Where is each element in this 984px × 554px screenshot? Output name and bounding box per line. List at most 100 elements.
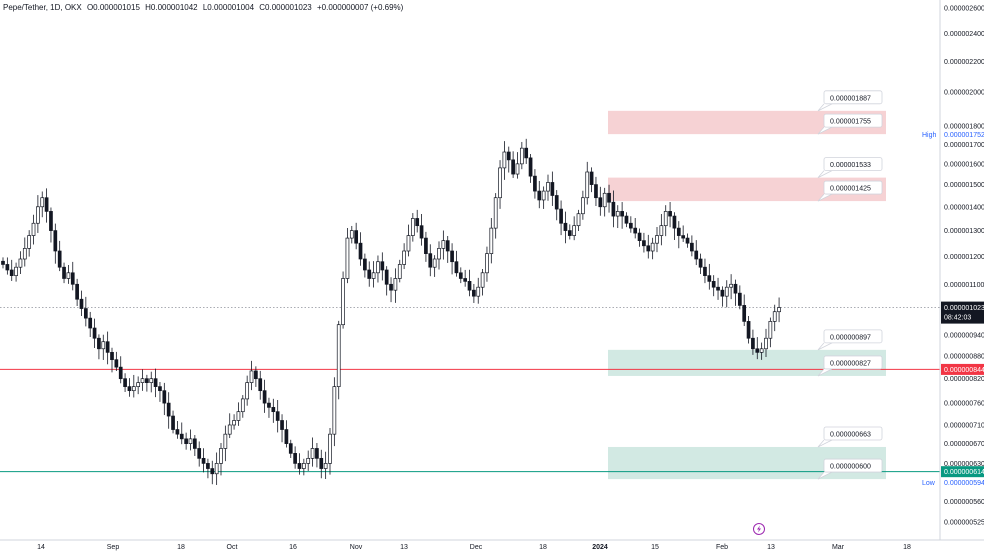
candle-body — [149, 378, 154, 383]
candle — [777, 297, 781, 323]
candle — [232, 414, 236, 430]
candle — [245, 375, 250, 406]
price-tick-label: 0.000000710 — [944, 422, 984, 429]
extreme-value: 0.000001752 — [944, 132, 984, 139]
candle-body — [101, 341, 106, 350]
candle-body — [659, 225, 664, 236]
candle-body — [123, 378, 127, 387]
candle-body — [254, 370, 258, 380]
candle — [550, 171, 555, 206]
candle-body — [284, 429, 289, 444]
candle-body — [75, 283, 79, 300]
candle — [384, 266, 389, 296]
candle-body — [18, 258, 23, 268]
candle — [36, 195, 40, 233]
candle — [153, 368, 158, 398]
candle — [210, 460, 215, 485]
candle — [354, 222, 359, 250]
candle — [541, 186, 546, 209]
candle — [554, 190, 559, 221]
candle — [175, 420, 180, 439]
candle-body — [92, 327, 97, 339]
price-tick-label: 0.000002600 — [944, 5, 984, 12]
candle — [271, 398, 276, 423]
candle-body — [371, 272, 376, 279]
candle — [533, 169, 537, 199]
candle — [188, 429, 193, 451]
candle-body — [358, 242, 363, 260]
zone-label-box — [823, 157, 883, 172]
price-tick-label: 0.000002400 — [944, 31, 984, 38]
candle-body — [755, 348, 760, 353]
candle-body — [53, 230, 58, 252]
candle — [380, 252, 385, 281]
labels-layer: 0.000001887 0.000001755 0.000001533 0.00000… — [817, 90, 883, 480]
candle — [467, 269, 472, 297]
candle-body — [114, 359, 119, 368]
candle-body — [288, 443, 293, 454]
candle — [620, 202, 624, 229]
candle — [707, 263, 712, 290]
candle-body — [245, 382, 250, 400]
candle-body — [223, 433, 228, 449]
candle — [288, 439, 293, 458]
price-tick-label: 0.000000525 — [944, 520, 984, 527]
candle-body — [707, 275, 712, 282]
symbol-label: Pepe/Tether, 1D, OKX — [3, 3, 82, 12]
candle-body — [31, 222, 36, 236]
candle-body — [498, 167, 502, 199]
candle-body — [219, 448, 223, 464]
lightning-icon[interactable] — [753, 523, 765, 535]
candle — [768, 317, 773, 348]
time-tick-label: Oct — [227, 544, 238, 551]
candle — [432, 255, 437, 277]
candle-body — [166, 402, 171, 417]
candle — [44, 188, 49, 223]
candle-body — [724, 286, 729, 297]
candle-body — [480, 272, 485, 288]
time-tick-label: Mar — [832, 544, 845, 551]
candle — [576, 209, 581, 232]
candle-body — [737, 292, 742, 306]
candle — [27, 230, 32, 257]
candle — [485, 246, 489, 282]
extreme-label: Low — [922, 480, 936, 487]
candle — [759, 342, 764, 360]
candle-body — [410, 218, 415, 236]
candle-body — [594, 184, 598, 199]
candle — [746, 315, 751, 344]
candle-body — [201, 457, 206, 464]
price-tick-label: 0.000001400 — [944, 204, 984, 211]
time-tick-label: 13 — [767, 544, 775, 551]
candle-body — [22, 248, 27, 260]
candle — [92, 318, 97, 348]
candle-body — [554, 195, 559, 210]
candle — [297, 453, 302, 475]
candle-body — [550, 182, 555, 196]
candle — [214, 452, 219, 485]
candle-body — [663, 211, 668, 227]
zone-label-box — [823, 180, 883, 195]
candle — [97, 334, 101, 360]
candle-body — [633, 227, 638, 234]
candle — [567, 224, 572, 240]
candle — [249, 360, 254, 391]
candle-body — [589, 171, 594, 185]
candle — [742, 294, 747, 327]
zone-label-text: 0.000001887 — [830, 95, 871, 102]
candle-body — [40, 197, 45, 208]
candle-body — [541, 190, 546, 201]
candle-body — [454, 261, 459, 274]
candle — [70, 261, 75, 291]
candle-body — [236, 411, 241, 421]
candle — [454, 250, 459, 277]
zone-label-text: 0.000000897 — [830, 334, 871, 341]
candle — [720, 286, 725, 307]
candle — [363, 253, 367, 278]
candle — [114, 351, 119, 372]
zone-label-text: 0.000000827 — [830, 360, 871, 367]
candle-body — [768, 321, 773, 339]
candle — [633, 218, 638, 239]
price-tick-label: 0.000000820 — [944, 376, 984, 383]
